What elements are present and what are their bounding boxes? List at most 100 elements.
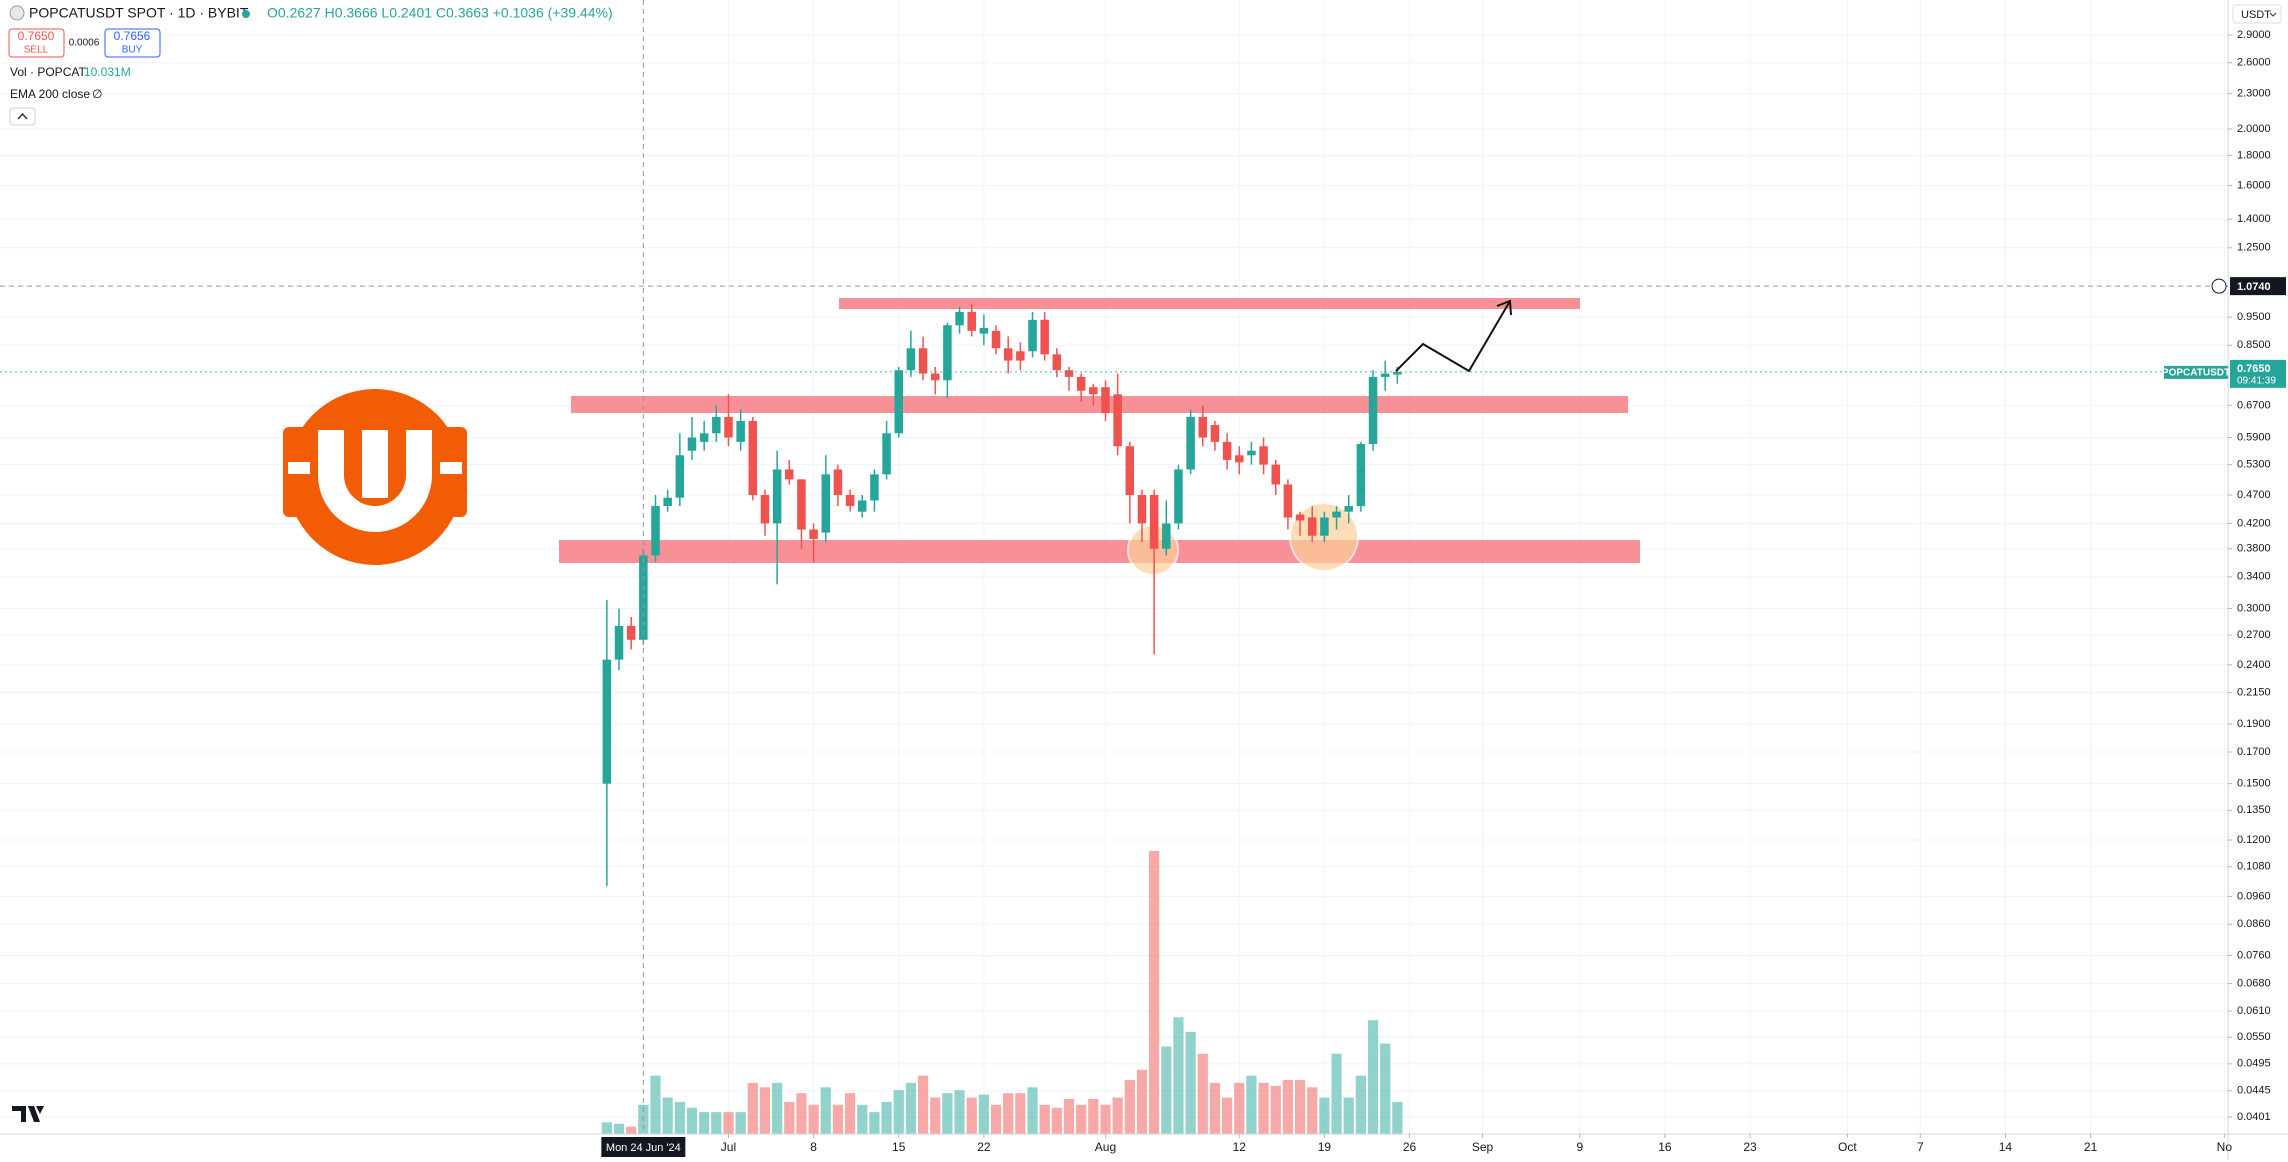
volume-bar	[1209, 1082, 1221, 1134]
candle-body	[1307, 517, 1317, 536]
volume-bar	[808, 1104, 819, 1134]
volume-bar	[1039, 1104, 1050, 1134]
sell-button[interactable]	[8, 28, 65, 58]
x-tick-label: 8	[810, 1140, 817, 1154]
candle-body	[1174, 469, 1183, 524]
currency-selector[interactable]	[2232, 4, 2282, 24]
x-tick-label: 14	[1999, 1140, 2013, 1154]
volume-bar	[1112, 1097, 1123, 1134]
volume-bar	[1307, 1087, 1318, 1134]
buy-button[interactable]	[104, 28, 161, 58]
volume-bar	[1149, 851, 1160, 1134]
candle-body	[687, 437, 697, 451]
candle-body	[1162, 523, 1171, 549]
support-zone	[559, 540, 1640, 563]
buy-label[interactable]: BUY	[122, 45, 143, 56]
volume-bar	[820, 1087, 831, 1134]
candle-body	[1344, 505, 1353, 512]
collapse-icon[interactable]	[17, 112, 28, 120]
crosshair-x-label: Mon 24 Jun '24	[606, 1142, 681, 1154]
candle-body	[1210, 424, 1220, 442]
symbol-title: POPCATUSDT SPOT · 1D · BYBIT	[29, 5, 249, 21]
y-tick-label: 0.2150	[2237, 687, 2271, 699]
mid-zone	[571, 396, 1628, 413]
candle-body	[1295, 514, 1305, 521]
volume-bar	[1380, 1043, 1391, 1134]
crosshair-y-box	[2230, 277, 2286, 296]
volume-bar	[1088, 1098, 1099, 1134]
candle-body	[772, 469, 782, 524]
y-tick-label: 0.5300	[2237, 459, 2271, 471]
y-tick-label: 0.3800	[2237, 543, 2271, 555]
volume-bar	[1197, 1053, 1208, 1134]
crosshair-y-label: 1.0740	[2237, 281, 2271, 293]
volume-bar	[1331, 1053, 1342, 1134]
volume-bar	[1234, 1082, 1245, 1134]
y-tick-label: 0.4200	[2237, 517, 2271, 529]
x-tick-label: Oct	[1838, 1140, 1857, 1154]
y-tick-label: 1.2500	[2237, 242, 2271, 254]
candle-body	[1222, 441, 1232, 460]
volume-bar	[1246, 1075, 1257, 1134]
x-tick-label: 19	[1318, 1140, 1332, 1154]
volume-bar	[857, 1104, 868, 1134]
candle-body	[602, 659, 612, 784]
resistance-zone	[839, 298, 1580, 309]
volume-bar	[1051, 1107, 1062, 1134]
last-price-box	[2230, 359, 2286, 388]
candle-body	[918, 348, 928, 374]
ema-legend: EMA 200 close	[10, 87, 90, 101]
y-tick-label: 0.0860	[2237, 918, 2271, 930]
volume-bar	[1282, 1080, 1294, 1134]
volume-bar	[1161, 1046, 1172, 1134]
candle-body	[1320, 517, 1329, 536]
arrow-head	[1496, 299, 1512, 316]
ohlc-legend: O0.2627 H0.3666 L0.2401 C0.3663 +0.1036 …	[267, 5, 613, 21]
y-tick-label: 0.0610	[2237, 1005, 2271, 1017]
candle-body	[797, 479, 806, 530]
y-tick-label: 2.6000	[2237, 57, 2271, 69]
sell-label[interactable]: SELL	[24, 45, 49, 56]
dropdown-icon[interactable]	[2269, 12, 2277, 17]
volume-bar	[723, 1112, 734, 1134]
candle-body	[943, 325, 952, 381]
ema-value: ∅	[92, 87, 102, 101]
countdown: 09:41:39	[2237, 376, 2276, 387]
buy-price[interactable]: 0.7656	[114, 29, 151, 43]
candle-body	[870, 474, 879, 501]
sell-price[interactable]: 0.7650	[18, 29, 55, 43]
candle-body	[626, 625, 636, 640]
volume-bar	[1063, 1098, 1075, 1134]
y-tick-label: 1.8000	[2237, 150, 2271, 162]
volume-bar	[844, 1093, 856, 1134]
volume-bar	[613, 1123, 625, 1134]
y-tick-label: 0.0401	[2237, 1111, 2271, 1123]
y-tick-label: 0.1080	[2237, 861, 2271, 873]
logo	[283, 389, 467, 565]
candle-body	[1064, 370, 1074, 377]
candle-body	[845, 494, 855, 506]
volume-bar	[1003, 1093, 1014, 1134]
candle-body	[1101, 387, 1110, 414]
volume-legend: Vol · POPCAT	[10, 65, 86, 79]
candle-body	[857, 500, 867, 512]
volume-bar	[954, 1090, 965, 1134]
y-tick-label: 0.1200	[2237, 834, 2271, 846]
candle-body	[1003, 348, 1013, 361]
candle-body	[1332, 511, 1341, 518]
volume-bar	[990, 1104, 1002, 1134]
volume-bar	[1355, 1075, 1366, 1134]
candle-body	[1125, 446, 1135, 495]
volume-bar	[1319, 1097, 1330, 1134]
y-tick-label: 0.1700	[2237, 746, 2271, 758]
candle-body	[1283, 484, 1293, 518]
collapse-button[interactable]	[9, 107, 36, 126]
currency[interactable]: USDT	[2241, 9, 2271, 21]
candle-body	[1271, 464, 1281, 485]
volume-bar	[1185, 1031, 1196, 1134]
candle-body	[651, 505, 660, 556]
y-tick-label: 0.0445	[2237, 1085, 2271, 1097]
volume-bar	[1173, 1017, 1184, 1134]
candle-body	[1186, 416, 1195, 470]
